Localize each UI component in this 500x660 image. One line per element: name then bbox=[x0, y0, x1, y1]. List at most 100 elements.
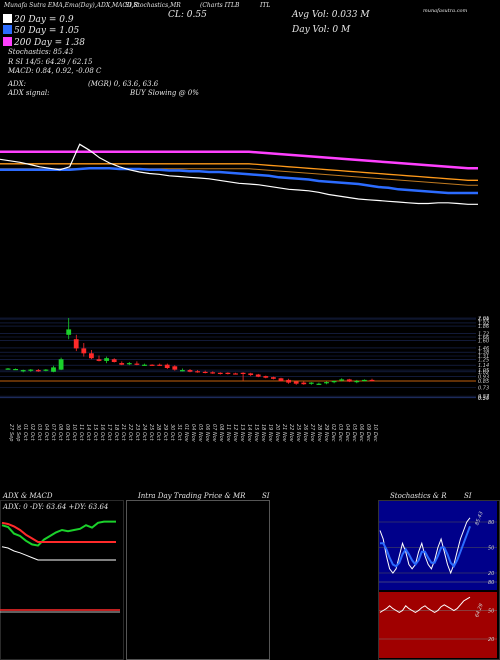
date-label: 04 Nov bbox=[190, 424, 196, 443]
candle-body bbox=[89, 353, 94, 359]
rsi-readout: R SI 14/5: 64.29 / 62.15 bbox=[8, 58, 93, 66]
date-label: 10 Oct bbox=[71, 424, 77, 442]
day-volume: Day Vol: 0 M bbox=[292, 25, 351, 35]
date-label: 22 Nov bbox=[288, 424, 294, 443]
adx-signal-label: ADX signal: bbox=[8, 89, 50, 97]
adx-line-2 bbox=[1, 546, 116, 561]
stoch-si: SI bbox=[464, 492, 472, 500]
candle-body bbox=[28, 369, 34, 371]
date-label: 30 Sep bbox=[15, 424, 21, 441]
candle-body bbox=[149, 364, 155, 366]
rsi-value-label: 64.29 bbox=[474, 603, 485, 619]
date-label: 22 Oct bbox=[127, 424, 133, 442]
ma-line-2 bbox=[0, 143, 478, 205]
ema50-swatch bbox=[3, 25, 12, 34]
date-label: 16 Oct bbox=[99, 424, 105, 442]
rsi-tick: 20 bbox=[488, 637, 494, 643]
date-label: 26 Nov bbox=[302, 424, 308, 443]
candle-body bbox=[134, 363, 140, 365]
adx-line-0 bbox=[1, 520, 116, 547]
adx-panel-title: ADX & MACD bbox=[3, 492, 53, 500]
candle-body bbox=[119, 363, 125, 365]
candle-body bbox=[180, 370, 185, 372]
date-label: 29 Oct bbox=[162, 424, 168, 442]
legend-ema50: 50 Day = 1.05 bbox=[3, 25, 79, 36]
ema200-swatch bbox=[3, 37, 12, 46]
legend-ema200-label: 200 Day = 1.38 bbox=[14, 38, 86, 48]
candle-body bbox=[217, 372, 223, 374]
date-label: 14 Nov bbox=[246, 424, 252, 443]
candle-body bbox=[301, 382, 307, 385]
candle-body bbox=[248, 373, 254, 375]
stoch-tick: 50 bbox=[488, 546, 494, 552]
date-label: 11 Oct bbox=[78, 424, 84, 442]
candle-body bbox=[271, 377, 276, 379]
candle-body bbox=[354, 381, 360, 383]
stoch-line-0 bbox=[379, 517, 471, 575]
ma-line-1 bbox=[0, 167, 478, 195]
candle-body bbox=[278, 378, 284, 381]
price-tick: 1.86 bbox=[478, 324, 489, 330]
candle-body bbox=[286, 379, 291, 383]
date-label: 08 Oct bbox=[57, 424, 63, 442]
rsi-tick: 50 bbox=[488, 609, 494, 615]
stoch-tick: 20 bbox=[488, 571, 494, 577]
date-label: 06 Dec bbox=[358, 424, 364, 442]
candle-body bbox=[58, 359, 64, 370]
price-tick: 1.05 bbox=[478, 368, 489, 374]
candle-body bbox=[316, 383, 322, 385]
price-tick: 0.73 bbox=[478, 386, 489, 392]
candle-body bbox=[111, 359, 117, 362]
candle-body bbox=[240, 372, 246, 374]
price-tick: 0.85 bbox=[478, 379, 489, 385]
price-tick: 1.02 bbox=[478, 370, 489, 376]
date-label: 03 Dec bbox=[337, 424, 343, 442]
price-tick: 1.92 bbox=[478, 321, 489, 327]
candle-body bbox=[43, 369, 49, 371]
date-label: 05 Nov bbox=[197, 424, 203, 443]
site-name: munafasutra.com bbox=[423, 8, 468, 14]
candle-body bbox=[369, 379, 375, 382]
date-label: 07 Nov bbox=[211, 424, 217, 443]
date-label: 12 Nov bbox=[232, 424, 238, 443]
price-chart: 2.011.991.921.86 1.721.661.60 1.461.381.31… bbox=[0, 143, 490, 443]
candle-body bbox=[263, 376, 269, 378]
chart-for: (Charts ITLB bbox=[200, 2, 240, 9]
avg-volume: Avg Vol: 0.033 M bbox=[292, 10, 370, 20]
candle-body bbox=[324, 382, 329, 384]
date-label: 11 Nov bbox=[225, 424, 231, 443]
date-label: 03 Oct bbox=[36, 424, 42, 442]
candle-body bbox=[51, 367, 56, 372]
candle-body bbox=[35, 370, 41, 372]
adx-line-1 bbox=[1, 521, 116, 543]
price-tick: 1.25 bbox=[478, 357, 489, 363]
price-tick: 0.54 bbox=[478, 396, 489, 402]
date-label: 14 Oct bbox=[85, 424, 91, 442]
date-label: 06 Nov bbox=[204, 424, 210, 443]
candle-body bbox=[225, 372, 231, 374]
price-tick: 1.60 bbox=[478, 338, 489, 344]
stoch-value-label: 85.43 bbox=[474, 511, 485, 527]
candle-body bbox=[308, 382, 314, 384]
date-label: 24 Oct bbox=[141, 424, 147, 442]
candle-body bbox=[81, 348, 87, 354]
adx-label: ADX: bbox=[8, 80, 27, 88]
date-label: 15 Oct bbox=[92, 424, 98, 442]
ema-orange-line bbox=[0, 163, 478, 181]
date-label: 19 Nov bbox=[267, 424, 273, 443]
legend-ema200: 200 Day = 1.38 bbox=[3, 37, 85, 48]
legend-ema20-label: 20 Day = 0.9 bbox=[14, 15, 74, 25]
date-label: 08 Nov bbox=[218, 424, 224, 443]
candle-body bbox=[13, 369, 18, 371]
date-label: 17 Oct bbox=[106, 424, 112, 442]
ma-line-0 bbox=[0, 150, 478, 170]
candle-body bbox=[172, 366, 178, 370]
candle-body bbox=[187, 370, 193, 372]
stochastics-readout: Stochastics: 85.43 bbox=[8, 48, 74, 56]
candle-body bbox=[164, 364, 170, 368]
date-label: 25 Oct bbox=[148, 424, 154, 442]
candle-body bbox=[346, 379, 352, 382]
date-label: 25 Nov bbox=[295, 424, 301, 443]
candle-body bbox=[362, 379, 367, 382]
